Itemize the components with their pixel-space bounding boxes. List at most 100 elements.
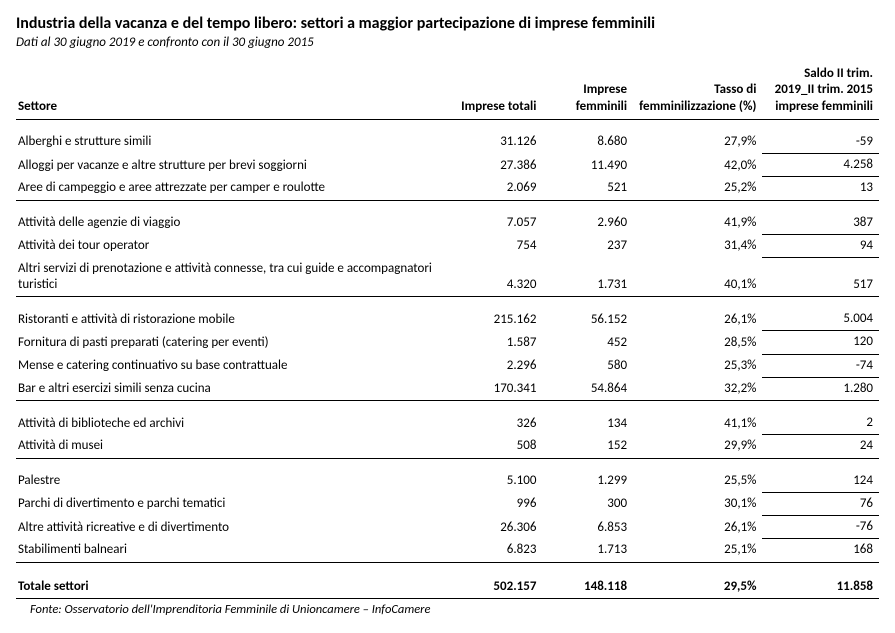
cell: 94 [762,234,879,257]
cell: Fornitura di pasti preparati (catering p… [16,331,452,354]
cell: Attività di biblioteche ed archivi [16,401,452,435]
cell: 13 [762,177,879,200]
cell: 170.341 [452,377,543,400]
cell: Attività delle agenzie di viaggio [16,200,452,234]
cell: Ristoranti e attività di ristorazione mo… [16,297,452,331]
table-row: Alberghi e strutture simili31.1268.68027… [16,119,879,153]
cell: 996 [452,492,543,515]
cell: 508 [452,435,543,458]
cell: Altre attività ricreative e di divertime… [16,516,452,539]
cell: 4.258 [762,154,879,177]
table-row: Altri servizi di prenotazione e attività… [16,258,879,297]
cell: 5.100 [452,458,543,492]
cell: 40,1% [633,258,762,297]
cell: -76 [762,516,879,539]
cell: 1.280 [762,377,879,400]
table-row: Altre attività ricreative e di divertime… [16,516,879,539]
cell: 1.299 [542,458,633,492]
cell: 25,3% [633,354,762,377]
cell: 580 [542,354,633,377]
cell: 32,2% [633,377,762,400]
cell: 300 [542,492,633,515]
col-saldo: Saldo II trim. 2019_II trim. 2015 impres… [762,64,879,119]
cell: 26.306 [452,516,543,539]
cell: 31.126 [452,119,543,153]
cell: Stabilimenti balneari [16,539,452,562]
cell: 24 [762,435,879,458]
cell: Parchi di divertimento e parchi tematici [16,492,452,515]
cell: 25,5% [633,458,762,492]
source-note: Fonte: Osservatorio dell'Imprenditoria F… [16,599,879,617]
total-cell: Totale settori [16,562,452,598]
cell: Attività dei tour operator [16,234,452,257]
cell: Mense e catering continuativo su base co… [16,354,452,377]
cell: 521 [542,177,633,200]
page-title: Industria della vacanza e del tempo libe… [16,14,879,33]
cell: 7.057 [452,200,543,234]
cell: -74 [762,354,879,377]
cell: 25,2% [633,177,762,200]
col-settore: Settore [16,64,452,119]
cell: 124 [762,458,879,492]
table-row: Alloggi per vacanze e altre strutture pe… [16,154,879,177]
col-femminili: Imprese femminili [542,64,633,119]
cell: Palestre [16,458,452,492]
cell: 2 [762,401,879,435]
cell: 2.296 [452,354,543,377]
total-cell: 502.157 [452,562,543,598]
cell: Bar e altri esercizi simili senza cucina [16,377,452,400]
table-row: Fornitura di pasti preparati (catering p… [16,331,879,354]
table-row: Bar e altri esercizi simili senza cucina… [16,377,879,400]
cell: 29,9% [633,435,762,458]
cell: 1.587 [452,331,543,354]
cell: 27,9% [633,119,762,153]
cell: Alloggi per vacanze e altre strutture pe… [16,154,452,177]
table-row: Attività di biblioteche ed archivi326134… [16,401,879,435]
cell: 31,4% [633,234,762,257]
cell: 25,1% [633,539,762,562]
cell: 754 [452,234,543,257]
cell: 2.960 [542,200,633,234]
cell: 54.864 [542,377,633,400]
table-row: Mense e catering continuativo su base co… [16,354,879,377]
cell: Attività di musei [16,435,452,458]
cell: 120 [762,331,879,354]
col-tasso: Tasso di femminilizzazione (%) [633,64,762,119]
total-cell: 29,5% [633,562,762,598]
table-row: Attività delle agenzie di viaggio7.0572.… [16,200,879,234]
cell: 26,1% [633,516,762,539]
cell: Aree di campeggio e aree attrezzate per … [16,177,452,200]
table-row: Aree di campeggio e aree attrezzate per … [16,177,879,200]
col-totali: Imprese totali [452,64,543,119]
cell: 11.490 [542,154,633,177]
cell: 26,1% [633,297,762,331]
cell: 517 [762,258,879,297]
cell: Altri servizi di prenotazione e attività… [16,258,452,297]
cell: 30,1% [633,492,762,515]
cell: 42,0% [633,154,762,177]
cell: 326 [452,401,543,435]
table-total-row: Totale settori502.157148.11829,5%11.858 [16,562,879,598]
cell: 1.713 [542,539,633,562]
cell: 56.152 [542,297,633,331]
table-row: Palestre5.1001.29925,5%124 [16,458,879,492]
cell: 41,9% [633,200,762,234]
table-row: Parchi di divertimento e parchi tematici… [16,492,879,515]
cell: 8.680 [542,119,633,153]
cell: 6.853 [542,516,633,539]
cell: 2.069 [452,177,543,200]
total-cell: 11.858 [762,562,879,598]
cell: 41,1% [633,401,762,435]
cell: 27.386 [452,154,543,177]
cell: 28,5% [633,331,762,354]
table-row: Ristoranti e attività di ristorazione mo… [16,297,879,331]
cell: 134 [542,401,633,435]
cell: -59 [762,119,879,153]
cell: 1.731 [542,258,633,297]
page-subtitle: Dati al 30 giugno 2019 e confronto con i… [16,35,879,50]
cell: 4.320 [452,258,543,297]
cell: Alberghi e strutture simili [16,119,452,153]
cell: 76 [762,492,879,515]
cell: 6.823 [452,539,543,562]
table-row: Stabilimenti balneari6.8231.71325,1%168 [16,539,879,562]
